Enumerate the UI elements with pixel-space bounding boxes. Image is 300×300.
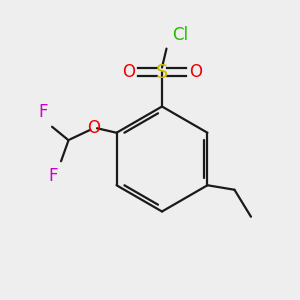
Text: O: O <box>122 63 135 81</box>
Text: F: F <box>49 167 58 185</box>
Text: O: O <box>189 63 202 81</box>
Text: O: O <box>88 119 100 137</box>
Text: Cl: Cl <box>172 26 189 44</box>
Text: F: F <box>38 103 47 121</box>
Text: S: S <box>156 62 168 82</box>
